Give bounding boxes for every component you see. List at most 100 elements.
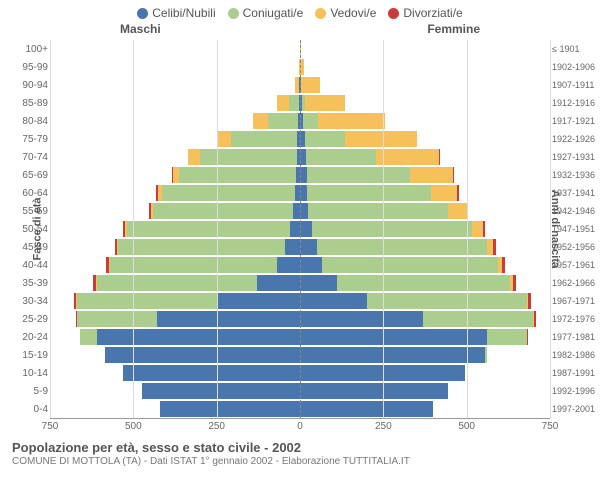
age-label: 25-29 bbox=[14, 314, 48, 325]
age-label: 65-69 bbox=[14, 170, 48, 181]
birth-year-label: 1982-1986 bbox=[552, 350, 598, 360]
age-label: 95-99 bbox=[14, 62, 48, 73]
female-bar bbox=[300, 257, 550, 273]
birth-year-label: 1907-1911 bbox=[552, 80, 598, 90]
bar-segment bbox=[300, 257, 322, 273]
male-bar bbox=[50, 221, 300, 237]
birth-year-label: 1977-1981 bbox=[552, 332, 598, 342]
bar-segment bbox=[534, 311, 536, 327]
bar-segment bbox=[448, 203, 466, 219]
female-bar bbox=[300, 59, 550, 75]
age-label: 75-79 bbox=[14, 134, 48, 145]
bar-segment bbox=[277, 95, 289, 111]
birth-year-label: 1972-1976 bbox=[552, 314, 598, 324]
bar-segment bbox=[300, 203, 308, 219]
legend-swatch bbox=[137, 8, 148, 19]
age-label: 60-64 bbox=[14, 188, 48, 199]
bar-segment bbox=[300, 185, 307, 201]
bar-segment bbox=[367, 293, 527, 309]
bar-segment bbox=[231, 131, 298, 147]
x-tick-label: 750 bbox=[42, 421, 59, 432]
birth-year-label: 1932-1936 bbox=[552, 170, 598, 180]
female-bar bbox=[300, 365, 550, 381]
bar-segment bbox=[217, 293, 300, 309]
age-label: 20-24 bbox=[14, 332, 48, 343]
age-label: 0-4 bbox=[14, 404, 48, 415]
birth-year-label: 1997-2001 bbox=[552, 404, 598, 414]
female-bar bbox=[300, 203, 550, 219]
bar-segment bbox=[307, 167, 410, 183]
legend-item: Divorziati/e bbox=[388, 6, 462, 20]
age-label: 80-84 bbox=[14, 116, 48, 127]
female-bar bbox=[300, 131, 550, 147]
bar-segment bbox=[300, 239, 317, 255]
male-bar bbox=[50, 203, 300, 219]
bar-segment bbox=[431, 185, 458, 201]
male-bar bbox=[50, 59, 300, 75]
age-label: 45-49 bbox=[14, 242, 48, 253]
legend-label: Celibi/Nubili bbox=[152, 6, 215, 20]
bar-segment bbox=[318, 113, 385, 129]
x-gridline bbox=[133, 40, 134, 418]
bar-segment bbox=[483, 221, 485, 237]
x-tick-label: 500 bbox=[458, 421, 475, 432]
x-tick-label: 750 bbox=[542, 421, 559, 432]
female-bar bbox=[300, 329, 550, 345]
bar-segment bbox=[97, 329, 300, 345]
age-label: 85-89 bbox=[14, 98, 48, 109]
birth-year-label: 1957-1961 bbox=[552, 260, 598, 270]
bar-segment bbox=[268, 113, 298, 129]
bar-segment bbox=[300, 221, 312, 237]
bar-segment bbox=[453, 167, 454, 183]
legend-swatch bbox=[388, 8, 399, 19]
bar-segment bbox=[300, 275, 337, 291]
footer-subtitle: COMUNE DI MOTTOLA (TA) - Dati ISTAT 1° g… bbox=[12, 456, 588, 467]
female-bar bbox=[300, 185, 550, 201]
male-bar bbox=[50, 293, 300, 309]
bar-segment bbox=[305, 131, 345, 147]
footer-title: Popolazione per età, sesso e stato civil… bbox=[12, 440, 588, 455]
female-bar bbox=[300, 167, 550, 183]
bar-segment bbox=[160, 401, 300, 417]
birth-year-label: 1937-1941 bbox=[552, 188, 598, 198]
bar-segment bbox=[300, 347, 485, 363]
x-gridline bbox=[50, 40, 51, 418]
bar-segment bbox=[317, 239, 487, 255]
bar-segment bbox=[345, 131, 417, 147]
bar-segment bbox=[285, 239, 300, 255]
bar-segment bbox=[337, 275, 510, 291]
age-label: 40-44 bbox=[14, 260, 48, 271]
male-bar bbox=[50, 149, 300, 165]
age-label: 100+ bbox=[14, 44, 48, 55]
female-bar bbox=[300, 401, 550, 417]
male-bar bbox=[50, 329, 300, 345]
bar-segment bbox=[110, 257, 277, 273]
male-header: Maschi bbox=[120, 22, 161, 36]
legend-label: Divorziati/e bbox=[403, 6, 462, 20]
female-bar bbox=[300, 293, 550, 309]
x-axis: 7505002500250500750 bbox=[50, 418, 550, 436]
male-bar bbox=[50, 95, 300, 111]
male-bar bbox=[50, 365, 300, 381]
bar-segment bbox=[303, 113, 318, 129]
plot-area: Fasce di età Anni di nascita 100+≤ 19019… bbox=[50, 40, 550, 418]
bar-segment bbox=[300, 401, 433, 417]
legend-item: Vedovi/e bbox=[315, 6, 376, 20]
male-bar bbox=[50, 167, 300, 183]
gender-headers: Maschi Femmine bbox=[0, 22, 600, 40]
age-label: 5-9 bbox=[14, 386, 48, 397]
age-label: 70-74 bbox=[14, 152, 48, 163]
female-bar bbox=[300, 239, 550, 255]
bar-segment bbox=[306, 149, 376, 165]
x-gridline bbox=[467, 40, 468, 418]
male-bar bbox=[50, 41, 300, 57]
male-bar bbox=[50, 113, 300, 129]
bar-segment bbox=[410, 167, 453, 183]
population-pyramid-chart: Celibi/Nubili Coniugati/e Vedovi/e Divorzia… bbox=[0, 0, 600, 500]
male-bar bbox=[50, 383, 300, 399]
chart-footer: Popolazione per età, sesso e stato civil… bbox=[0, 436, 600, 467]
age-label: 55-59 bbox=[14, 206, 48, 217]
male-bar bbox=[50, 131, 300, 147]
legend-label: Coniugati/e bbox=[243, 6, 304, 20]
female-bar bbox=[300, 311, 550, 327]
